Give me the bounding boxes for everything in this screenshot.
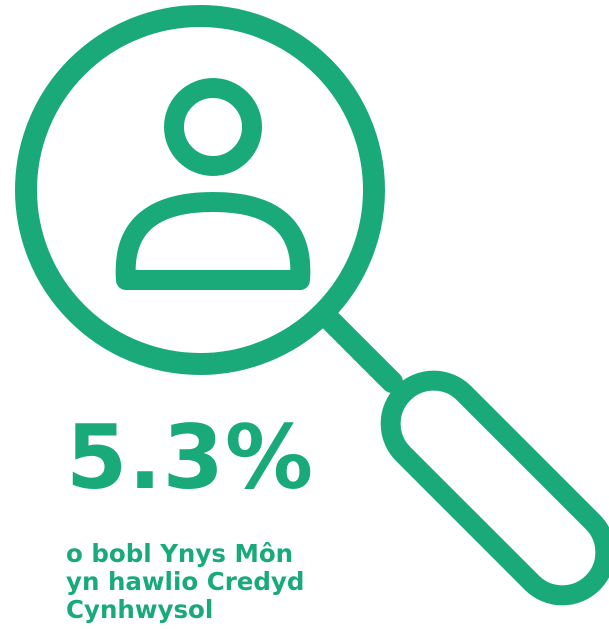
magnifier-neck-icon (317, 307, 403, 393)
person-head-icon (164, 78, 262, 176)
person-body-icon (115, 192, 311, 290)
stat-percentage: 5.3% (66, 406, 315, 509)
stat-caption-line: o bobl Ynys Môn (66, 539, 294, 568)
stat-caption-line: yn hawlio Credyd (66, 567, 305, 596)
stat-caption-line: Cynhwysol (66, 595, 214, 624)
magnifier-handle-icon (380, 370, 609, 606)
stat-caption: o bobl Ynys Môn yn hawlio Credyd Cynhwys… (66, 540, 304, 624)
magnifier-lens-icon (15, 5, 385, 375)
